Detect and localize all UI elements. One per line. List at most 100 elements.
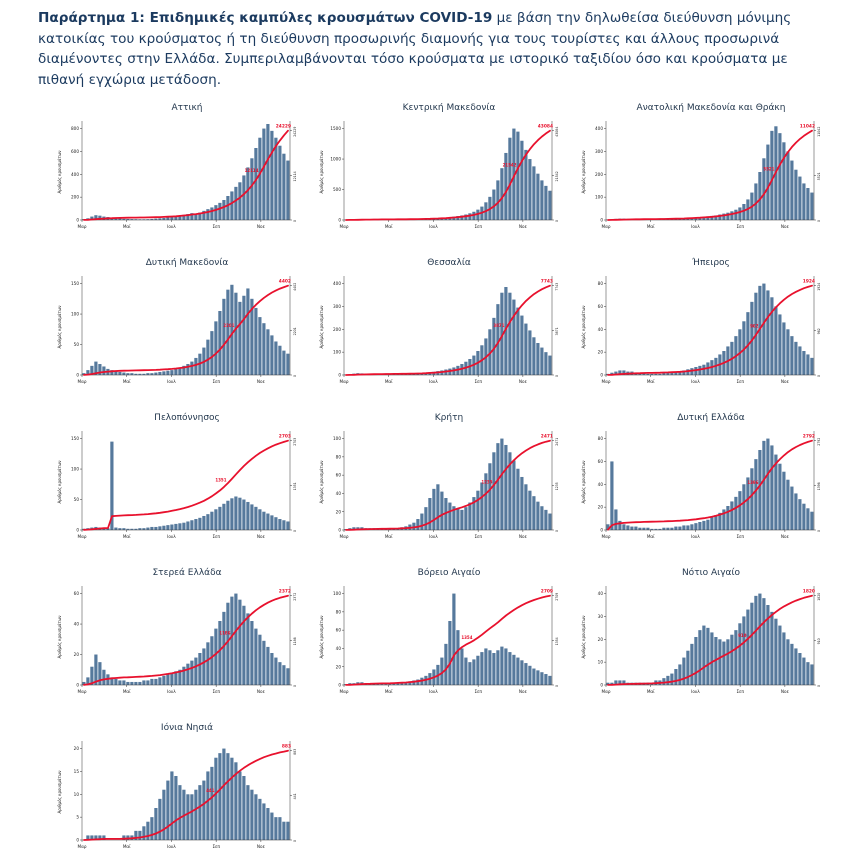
svg-text:60: 60	[74, 591, 80, 596]
svg-text:Νοε: Νοε	[781, 379, 789, 384]
svg-text:20: 20	[598, 504, 604, 509]
svg-text:20: 20	[336, 509, 342, 514]
svg-text:1396: 1396	[817, 482, 821, 490]
svg-text:0: 0	[76, 372, 79, 377]
svg-text:5: 5	[76, 814, 79, 819]
svg-text:Σεπ: Σεπ	[736, 534, 744, 539]
svg-text:Μαϊ: Μαϊ	[123, 534, 131, 539]
chart-plot: 0 100 200 300 400 Μαρ Μαϊ Ιουλ Σεπ Νοε 0 3871 7743 38…	[319, 275, 559, 384]
chart-title: Κεντρική Μακεδονία	[402, 102, 496, 113]
svg-text:1235: 1235	[555, 482, 559, 490]
svg-text:Μαρ: Μαρ	[339, 224, 348, 229]
svg-text:100: 100	[71, 466, 79, 471]
region-chart: Ανατολική Μακεδονία και Θράκη 0 100 200 300…	[578, 103, 832, 238]
svg-text:962: 962	[750, 323, 759, 328]
svg-text:2471: 2471	[555, 437, 559, 445]
svg-text:0: 0	[817, 685, 821, 687]
svg-text:0: 0	[600, 527, 603, 532]
svg-text:0: 0	[555, 685, 559, 687]
svg-text:0: 0	[555, 530, 559, 532]
svg-text:10: 10	[598, 659, 604, 664]
svg-text:Αριθμός κρουσμάτων: Αριθμός κρουσμάτων	[581, 614, 586, 658]
figure-caption-text: με βάση την δηλωθείσα διεύθυνση μόνιμης …	[38, 10, 792, 88]
svg-text:11042: 11042	[800, 123, 815, 129]
svg-text:1351: 1351	[215, 477, 226, 482]
svg-text:24229: 24229	[276, 123, 291, 129]
region-chart: Κεντρική Μακεδονία 0 500 1000 1500 Μαρ Μαϊ Ιου…	[316, 103, 570, 238]
svg-text:1186: 1186	[293, 637, 297, 645]
svg-text:Ιουλ: Ιουλ	[167, 379, 176, 384]
svg-text:1235: 1235	[481, 479, 492, 484]
region-chart: Δυτική Μακεδονία 0 50 100 150 Μαρ Μαϊ Ιουλ Σεπ Ν…	[54, 258, 308, 393]
region-chart: Αττική 0 200 400 600 800 Μαρ Μαϊ Ιουλ Σεπ Νοε 0 121…	[54, 103, 308, 238]
svg-text:400: 400	[333, 281, 341, 286]
svg-text:Σεπ: Σεπ	[212, 534, 220, 539]
svg-text:12114: 12114	[293, 171, 297, 181]
svg-text:2201: 2201	[293, 327, 297, 335]
svg-text:Νοε: Νοε	[257, 844, 265, 849]
svg-text:12114: 12114	[245, 168, 259, 173]
chart-title: Στερεά Ελλάδα	[152, 567, 222, 578]
chart-title: Θεσσαλία	[427, 257, 471, 268]
region-chart: Πελοπόννησος 0 50 100 150 Μαρ Μαϊ Ιουλ Σεπ Νοε 0 1…	[54, 413, 308, 548]
svg-text:400: 400	[71, 172, 79, 177]
svg-text:0: 0	[76, 217, 79, 222]
svg-text:Μαϊ: Μαϊ	[647, 689, 655, 694]
svg-text:883: 883	[282, 743, 291, 749]
svg-text:2792: 2792	[803, 433, 815, 439]
svg-text:0: 0	[293, 375, 297, 377]
svg-text:0: 0	[817, 220, 821, 222]
svg-text:200: 200	[71, 194, 79, 199]
chart-title: Νότιο Αιγαίο	[681, 567, 741, 578]
svg-text:Αριθμός κρουσμάτων: Αριθμός κρουσμάτων	[319, 614, 324, 658]
svg-text:0: 0	[817, 375, 821, 377]
svg-text:Μαϊ: Μαϊ	[647, 224, 655, 229]
svg-text:Αριθμός κρουσμάτων: Αριθμός κρουσμάτων	[319, 304, 324, 348]
svg-text:7743: 7743	[541, 278, 553, 284]
svg-text:Ιουλ: Ιουλ	[691, 534, 700, 539]
svg-text:Νοε: Νοε	[257, 379, 265, 384]
svg-text:Σεπ: Σεπ	[474, 379, 482, 384]
svg-text:11042: 11042	[817, 126, 821, 136]
chart-plot: 0 200 400 600 800 Μαρ Μαϊ Ιουλ Σεπ Νοε 0 12114 24229…	[57, 120, 297, 229]
chart-plot: 0 20 40 60 Μαρ Μαϊ Ιουλ Σεπ Νοε 0 1186 2372 1186 2372…	[57, 585, 297, 694]
svg-text:2709: 2709	[555, 592, 559, 600]
svg-text:Μαϊ: Μαϊ	[123, 379, 131, 384]
svg-text:Μαϊ: Μαϊ	[385, 379, 393, 384]
svg-text:300: 300	[595, 149, 603, 154]
svg-text:60: 60	[336, 472, 342, 477]
svg-text:600: 600	[71, 149, 79, 154]
svg-text:2471: 2471	[541, 433, 553, 439]
svg-text:50: 50	[74, 342, 80, 347]
svg-text:Μαρ: Μαρ	[77, 534, 86, 539]
svg-text:Σεπ: Σεπ	[212, 844, 220, 849]
svg-text:150: 150	[71, 436, 79, 441]
svg-text:Σεπ: Σεπ	[212, 689, 220, 694]
svg-text:2709: 2709	[541, 588, 553, 594]
svg-text:2372: 2372	[293, 592, 297, 600]
region-chart: Νότιο Αιγαίο 0 10 20 30 40 Μαρ Μαϊ Ιουλ Σεπ Νοε 0 9…	[578, 568, 832, 703]
svg-text:0: 0	[600, 682, 603, 687]
svg-text:0: 0	[293, 840, 297, 842]
svg-text:1396: 1396	[747, 479, 758, 484]
svg-text:100: 100	[595, 194, 603, 199]
svg-text:2703: 2703	[293, 437, 297, 445]
chart-plot: 0 500 1000 1500 Μαρ Μαϊ Ιουλ Σεπ Νοε 0 21542 43084 2…	[319, 120, 559, 229]
svg-text:24229: 24229	[293, 126, 297, 136]
svg-text:2201: 2201	[223, 323, 234, 328]
svg-text:883: 883	[293, 748, 297, 754]
svg-text:40: 40	[598, 591, 604, 596]
svg-text:60: 60	[598, 459, 604, 464]
svg-text:Μαρ: Μαρ	[339, 379, 348, 384]
svg-text:0: 0	[338, 682, 341, 687]
svg-text:4402: 4402	[279, 278, 291, 284]
svg-text:1820: 1820	[817, 592, 821, 600]
svg-text:40: 40	[336, 646, 342, 651]
svg-text:Σεπ: Σεπ	[474, 534, 482, 539]
svg-text:0: 0	[338, 372, 341, 377]
svg-text:Ιουλ: Ιουλ	[691, 224, 700, 229]
svg-text:Αριθμός κρουσμάτων: Αριθμός κρουσμάτων	[57, 769, 62, 813]
svg-text:80: 80	[598, 281, 604, 286]
svg-text:80: 80	[598, 436, 604, 441]
svg-text:43084: 43084	[538, 123, 553, 129]
